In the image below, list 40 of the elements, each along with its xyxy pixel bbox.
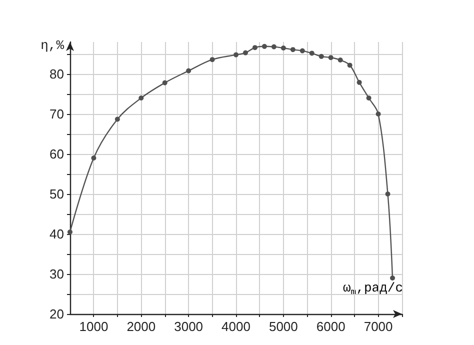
point [91, 156, 96, 160]
point [271, 44, 276, 50]
x-tick-label: 1000 [79, 319, 108, 334]
point [114, 116, 120, 122]
x-tick-label: 3000 [174, 319, 204, 334]
point [356, 80, 362, 85]
point [385, 192, 390, 196]
y-tick-label: 80 [50, 66, 64, 82]
y-tick-label: 40 [50, 226, 64, 242]
point [242, 50, 248, 56]
y-tick-label: 70 [50, 106, 64, 122]
point [366, 96, 372, 100]
x-tick-label: 6000 [316, 319, 346, 334]
point [300, 48, 305, 54]
x-tick-label: 4000 [222, 319, 250, 334]
point [280, 46, 286, 50]
point [234, 52, 238, 58]
point [376, 112, 381, 116]
y-tick-label: 20 [50, 306, 64, 322]
point [338, 58, 343, 62]
y-tick-label: 50 [50, 186, 64, 202]
point [347, 62, 352, 68]
x-tick-label: 5000 [268, 319, 298, 334]
point [290, 47, 296, 52]
y-tick-label: 30 [50, 266, 64, 282]
x-tick-label: 7000 [364, 319, 393, 334]
point [262, 44, 267, 49]
point [252, 45, 258, 50]
point [68, 230, 72, 234]
point [318, 54, 324, 59]
point [138, 96, 144, 100]
y-axis-title: η,% [40, 38, 64, 53]
point [186, 68, 192, 74]
point [162, 80, 168, 86]
point [328, 55, 334, 60]
y-tick-label: 60 [50, 146, 64, 162]
point [210, 57, 215, 62]
point [309, 50, 314, 56]
point [390, 276, 396, 280]
x-tick-label: 2000 [126, 319, 156, 334]
